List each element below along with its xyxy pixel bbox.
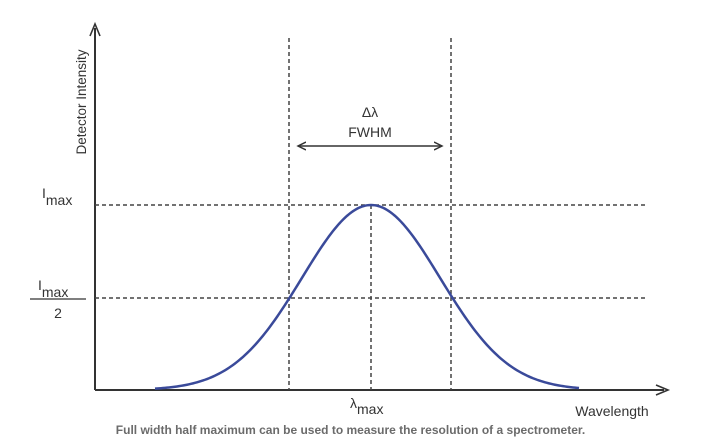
y-axis-label: Detector Intensity <box>74 49 89 154</box>
fwhm-label: FWHM <box>348 124 392 140</box>
delta-lambda-label: Δλ <box>362 104 378 120</box>
peak-curve <box>154 203 580 390</box>
half-max-denominator: 2 <box>54 305 62 321</box>
x-axis-arrow <box>655 384 671 396</box>
imax-label: Imax <box>42 185 72 208</box>
figure-caption: Full width half maximum can be used to m… <box>115 423 586 437</box>
y-axis-arrow <box>89 21 101 37</box>
lambda-max-label: λmax <box>350 395 383 417</box>
half-max-numerator: Imax <box>38 277 68 300</box>
x-axis-label: Wavelength <box>575 403 648 419</box>
